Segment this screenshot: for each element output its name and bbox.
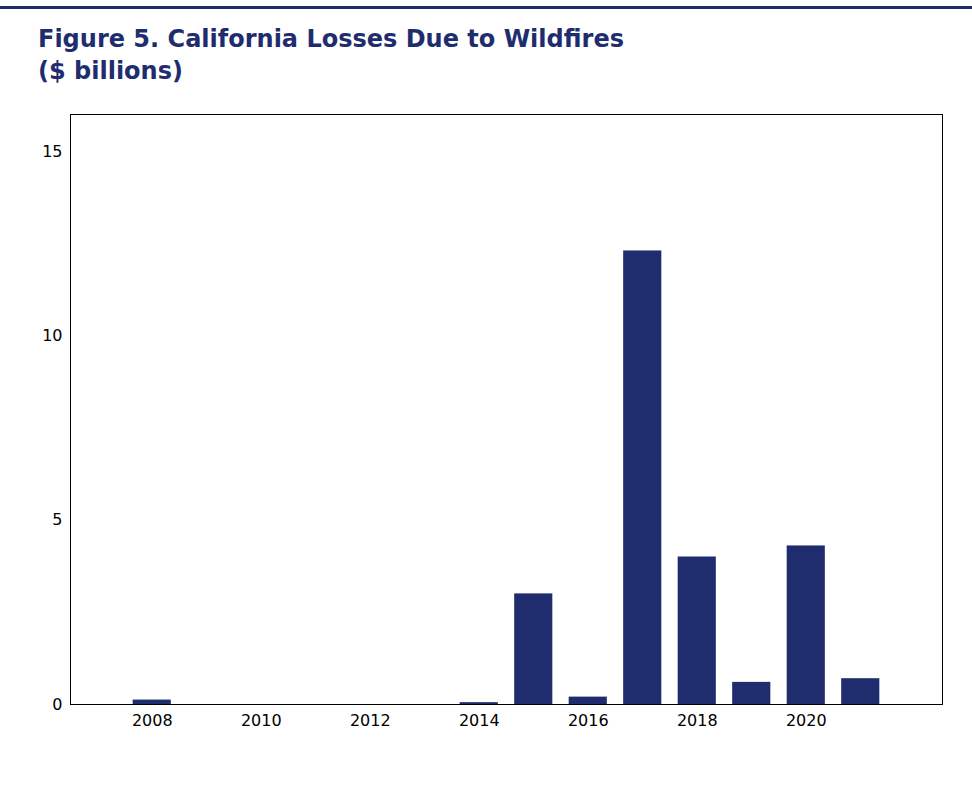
svg-text:10: 10 (42, 326, 62, 345)
svg-text:2018: 2018 (677, 711, 718, 730)
svg-text:15: 15 (42, 141, 62, 160)
svg-text:2012: 2012 (350, 711, 391, 730)
svg-text:5: 5 (52, 510, 62, 529)
html-text:($ billions): ($ billions) (38, 57, 183, 86)
html-text:Figure 5. California Losses Du: Figure 5. California Losses Due to Wildf… (38, 25, 624, 53)
svg-text:0: 0 (52, 694, 62, 713)
svg-text:2016: 2016 (568, 711, 609, 730)
svg-text:2014: 2014 (459, 711, 500, 730)
svg-text:2008: 2008 (132, 711, 173, 730)
svg-text:2020: 2020 (786, 711, 827, 730)
svg-text:2010: 2010 (241, 711, 282, 730)
